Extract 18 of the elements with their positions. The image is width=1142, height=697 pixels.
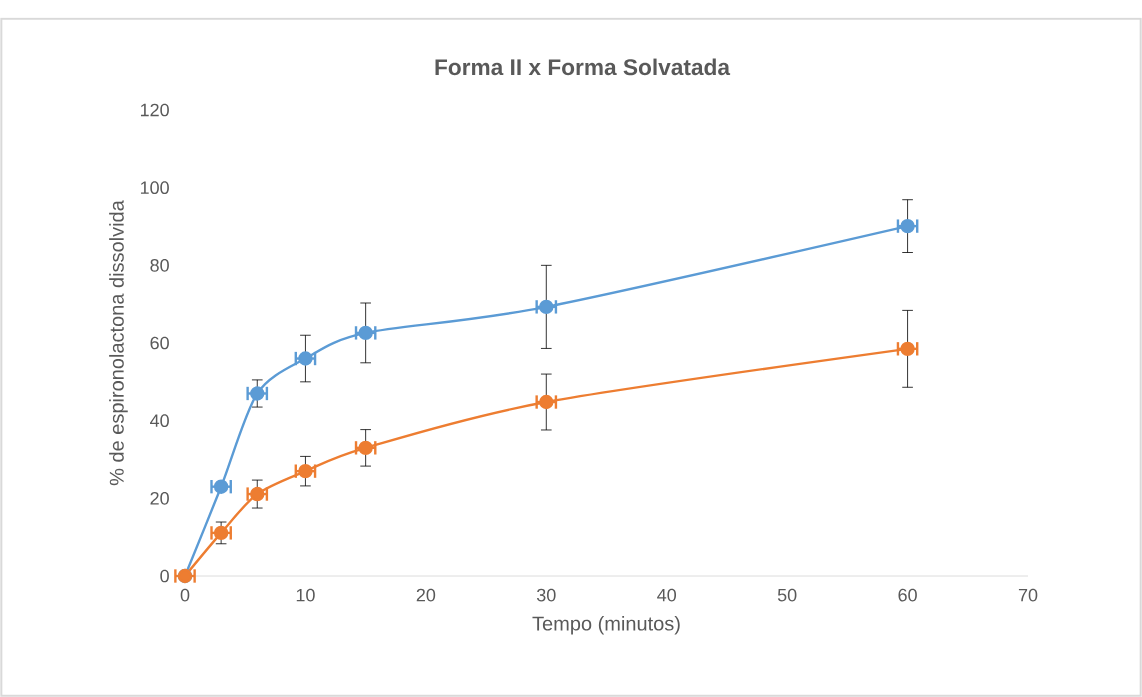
x-tick-label: 50 bbox=[777, 588, 797, 602]
y-tick-label: 20 bbox=[150, 491, 169, 505]
x-axis-title: Tempo (minutos) bbox=[532, 615, 680, 635]
y-tick-label: 100 bbox=[140, 181, 169, 195]
x-tick-label: 30 bbox=[536, 588, 556, 602]
x-tick-label: 70 bbox=[1018, 588, 1038, 602]
x-tick-label: 0 bbox=[180, 588, 190, 602]
y-tick-label: 60 bbox=[150, 336, 169, 350]
y-tick-label: 80 bbox=[150, 258, 169, 272]
x-tick-label: 20 bbox=[416, 588, 436, 602]
x-tick-label: 60 bbox=[898, 588, 917, 602]
y-tick-label: 120 bbox=[140, 103, 169, 117]
y-axis-title: % de espironolactona dissolvida bbox=[109, 200, 128, 486]
y-tick-label: 0 bbox=[160, 569, 169, 583]
y-tick-label: 40 bbox=[150, 414, 169, 428]
x-tick-label: 10 bbox=[296, 588, 315, 602]
chart-title: Forma II x Forma Solvatada bbox=[435, 58, 731, 76]
x-tick-label: 40 bbox=[657, 588, 677, 602]
